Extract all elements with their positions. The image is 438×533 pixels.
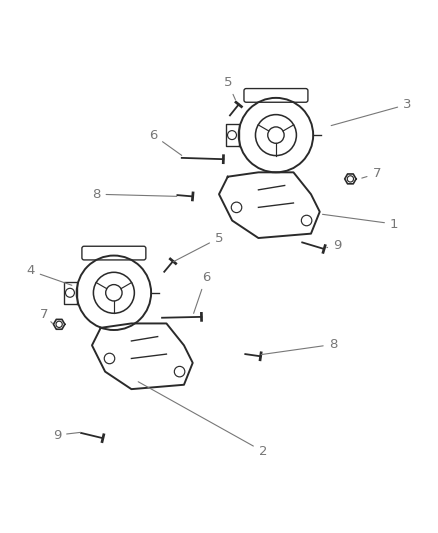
Text: 6: 6	[194, 271, 210, 313]
Text: 1: 1	[322, 214, 399, 230]
Text: 4: 4	[26, 264, 72, 285]
Text: 6: 6	[149, 128, 182, 156]
Text: 5: 5	[173, 231, 223, 262]
Text: 8: 8	[261, 338, 337, 354]
Text: 7: 7	[362, 167, 381, 180]
Text: 5: 5	[223, 76, 235, 100]
Text: 9: 9	[53, 429, 81, 442]
Text: 9: 9	[327, 239, 342, 252]
Text: 3: 3	[331, 98, 412, 126]
Text: 7: 7	[39, 308, 53, 324]
Text: 2: 2	[138, 382, 267, 458]
Text: 8: 8	[92, 188, 177, 201]
